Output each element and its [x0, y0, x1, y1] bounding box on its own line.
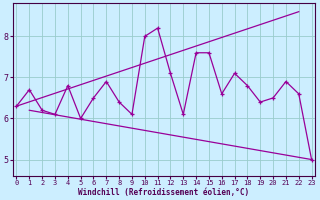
X-axis label: Windchill (Refroidissement éolien,°C): Windchill (Refroidissement éolien,°C): [78, 188, 250, 197]
